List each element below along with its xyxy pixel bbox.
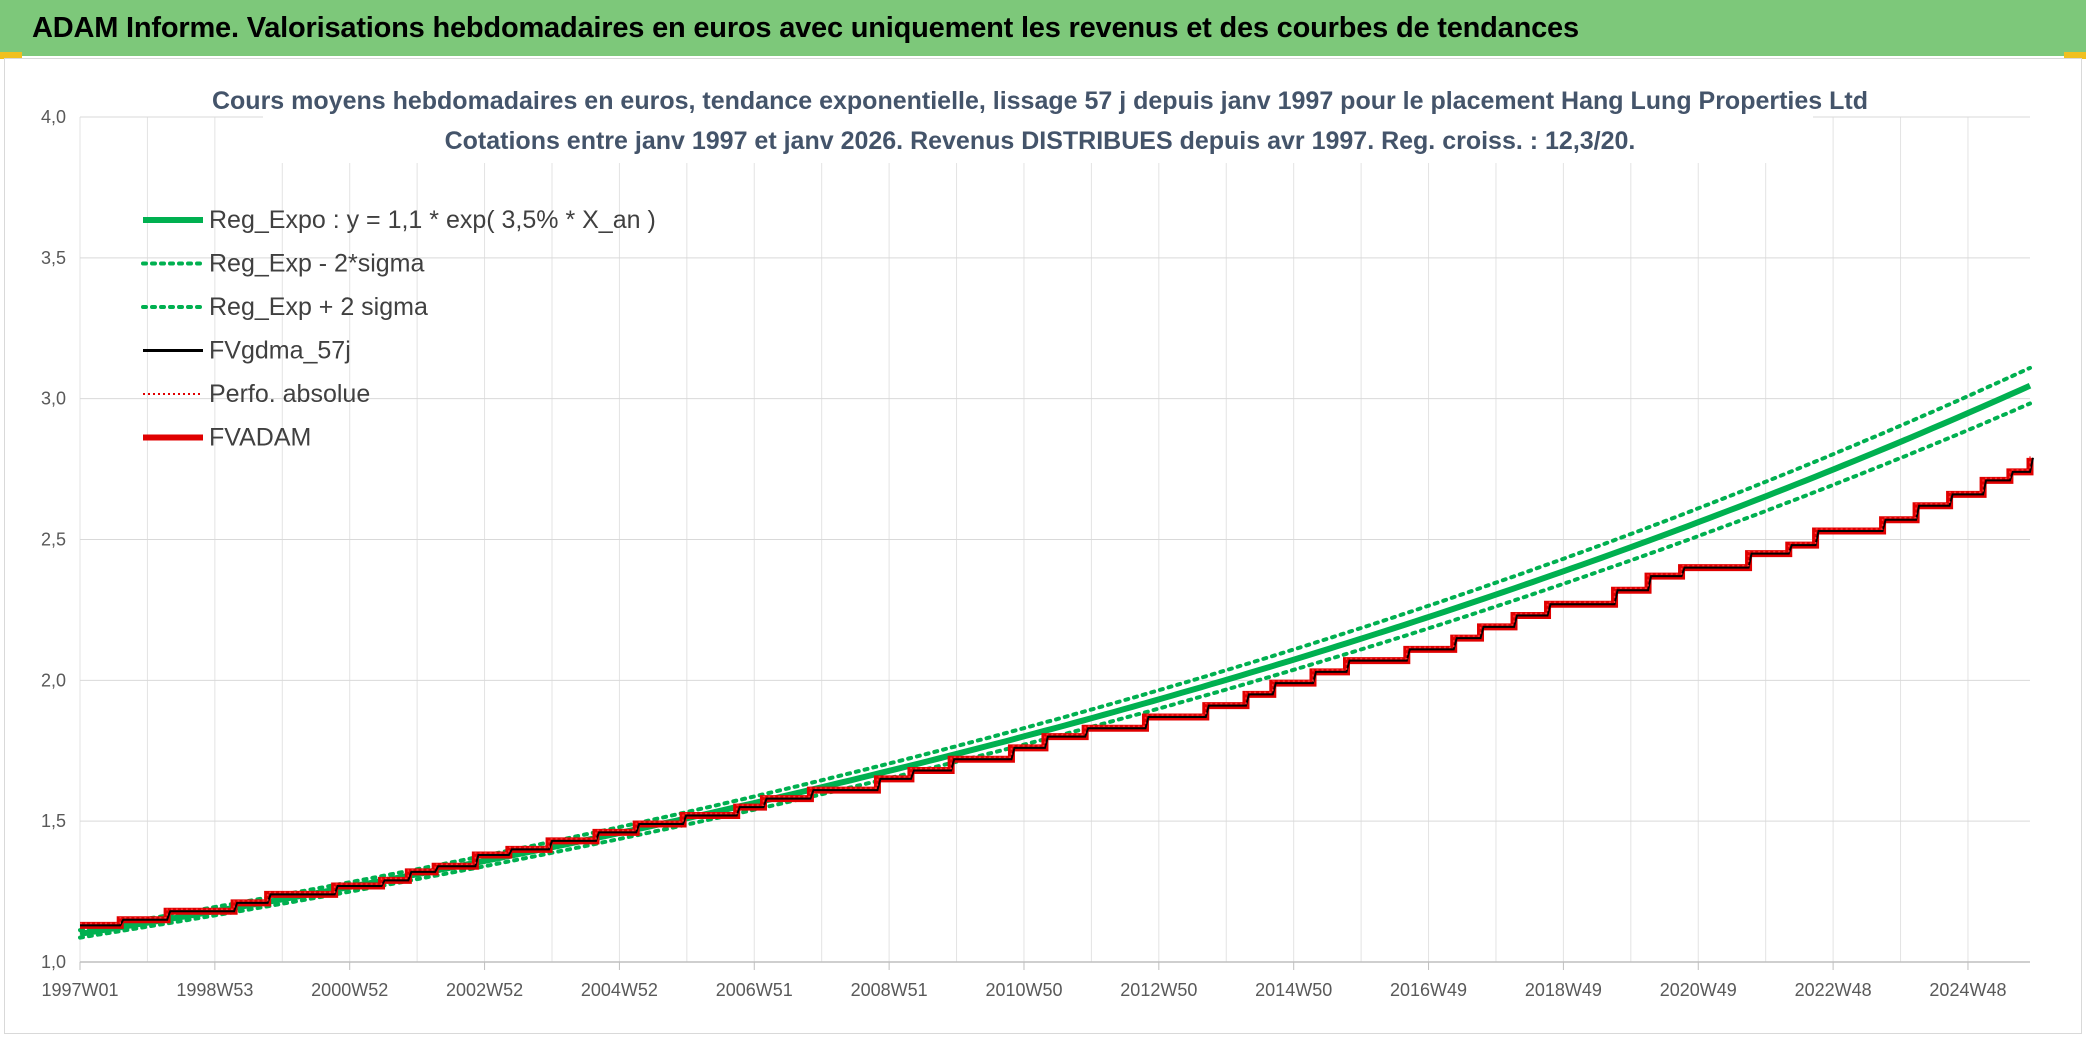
- x-tick-label: 2014W50: [1255, 980, 1332, 1000]
- legend-label: Reg_Exp - 2*sigma: [209, 250, 424, 278]
- legend-label: Reg_Expo : y = 1,1 * exp( 3,5% * X_an ): [209, 206, 656, 234]
- x-tick-label: 2022W48: [1795, 980, 1872, 1000]
- x-tick-label: 2016W49: [1390, 980, 1467, 1000]
- y-tick-label: 3,0: [41, 389, 66, 409]
- y-tick-label: 1,5: [41, 811, 66, 831]
- y-tick-label: 4,0: [41, 107, 66, 127]
- banner-corner-right: [2064, 52, 2086, 59]
- series-reg-expo: [79, 382, 2032, 937]
- x-tick-label: 2020W49: [1660, 980, 1737, 1000]
- chart-title-line1: Cours moyens hebdomadaires en euros, ten…: [212, 87, 1868, 115]
- series-fvadam: [80, 457, 2034, 929]
- legend-label: FVADAM: [209, 424, 311, 452]
- y-tick-label: 2,5: [41, 530, 66, 550]
- legend-label: Perfo. absolue: [209, 380, 370, 408]
- report-title: ADAM Informe. Valorisations hebdomadaire…: [32, 11, 1579, 44]
- y-tick-label: 1,0: [41, 952, 66, 972]
- x-tick-label: 2010W50: [985, 980, 1062, 1000]
- x-tick-label: 2006W51: [716, 980, 793, 1000]
- chart-series: [78, 365, 2034, 940]
- x-tick-label: 2018W49: [1525, 980, 1602, 1000]
- x-tick-label: 2012W50: [1120, 980, 1197, 1000]
- x-tick-label: 2002W52: [446, 980, 523, 1000]
- series-reg-exp-plus-2sigma: [78, 365, 2032, 933]
- series-fvgdma-57j: [80, 457, 2034, 927]
- chart-frame: 1,0 1,5 2,0 2,5 3,0 3,5 4,0 1997W01 1998W53 2000W…: [4, 58, 2082, 1034]
- banner-corner-left: [0, 52, 22, 59]
- x-tick-label: 2008W51: [851, 980, 928, 1000]
- y-tick-label: 3,5: [41, 248, 66, 268]
- title-background: [263, 71, 1813, 163]
- chart-legend: Reg_Expo : y = 1,1 * exp( 3,5% * X_an ) R…: [141, 206, 656, 452]
- series-reg-exp-minus-2sigma: [78, 401, 2032, 940]
- legend-label: Reg_Exp + 2 sigma: [209, 293, 428, 321]
- legend-label: FVgdma_57j: [209, 337, 351, 365]
- x-tick-label: 2024W48: [1929, 980, 2006, 1000]
- chart-axes: 1,0 1,5 2,0 2,5 3,0 3,5 4,0 1997W01 1998W53 2000W…: [41, 107, 2030, 1000]
- x-tick-label: 1997W01: [41, 980, 118, 1000]
- y-tick-label: 2,0: [41, 670, 66, 690]
- chart-grid: [79, 116, 2030, 963]
- x-tick-label: 2000W52: [311, 980, 388, 1000]
- report-banner: ADAM Informe. Valorisations hebdomadaire…: [0, 0, 2086, 56]
- series-perfo-absolue: [80, 455, 2031, 925]
- chart: 1,0 1,5 2,0 2,5 3,0 3,5 4,0 1997W01 1998W53 2000W…: [41, 71, 2034, 1000]
- x-tick-label: 1998W53: [176, 980, 253, 1000]
- chart-title-line2: Cotations entre janv 1997 et janv 2026. …: [445, 127, 1636, 155]
- x-tick-label: 2004W52: [581, 980, 658, 1000]
